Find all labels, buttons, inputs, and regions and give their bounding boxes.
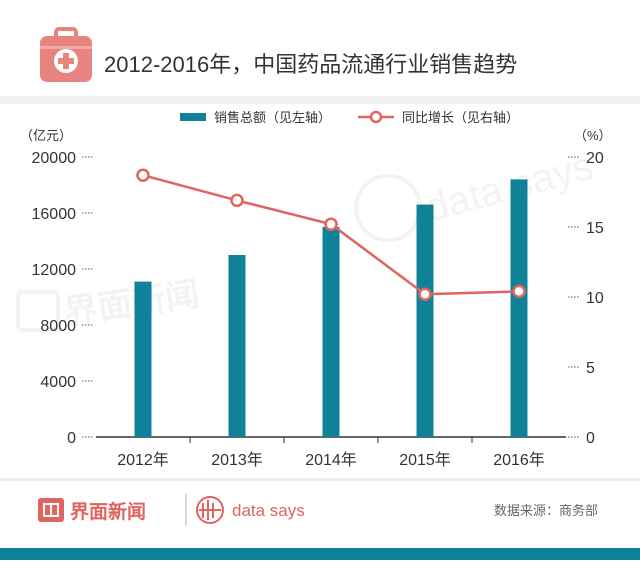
bar-3 <box>322 227 340 437</box>
x-tick-label: 2016年 <box>493 451 545 469</box>
data-says-logo-icon <box>196 496 224 524</box>
legend-bar-label: 销售总额（见左轴） <box>214 110 331 125</box>
y-left-tick-label: 20000 <box>32 150 77 167</box>
y-right-tick-label: 5 <box>586 360 595 377</box>
y-left-tick-label: 4000 <box>40 374 76 391</box>
legend-bar-swatch <box>180 113 206 121</box>
y-left-tick-label: 16000 <box>32 206 77 223</box>
bar-1 <box>134 281 152 437</box>
growth-point-5 <box>512 284 526 299</box>
x-tick-label: 2015年 <box>399 451 451 469</box>
growth-point-4 <box>418 287 432 301</box>
y-left-tick-label: 12000 <box>32 262 77 279</box>
legend-line-label: 同比增长（见右轴） <box>402 110 519 125</box>
y-right-tick-label: 10 <box>586 290 604 307</box>
growth-line-series <box>136 168 526 301</box>
header: 2012-2016年，中国药品流通行业销售趋势 <box>0 27 640 104</box>
y-left-unit: （亿元） <box>20 128 72 143</box>
x-tick-label: 2013年 <box>211 451 263 469</box>
y-right-tick-label: 20 <box>586 150 604 167</box>
jiemian-logo-icon <box>38 498 64 522</box>
bottom-bar <box>0 548 640 560</box>
x-tick-label: 2014年 <box>305 451 357 469</box>
medical-kit-icon <box>40 27 92 82</box>
y-left-tick-label: 0 <box>67 430 76 447</box>
data-source: 数据来源：商务部 <box>494 503 598 518</box>
footer-brand: 界面新闻 <box>70 500 146 523</box>
legend: 销售总额（见左轴） 同比增长（见右轴） <box>180 110 519 125</box>
growth-point-1 <box>136 168 150 182</box>
growth-point-2 <box>230 193 244 208</box>
watermark-brand: 界面新闻 <box>62 275 202 332</box>
header-divider <box>0 96 640 104</box>
y-right-tick-label: 15 <box>586 220 604 237</box>
bar-2 <box>228 255 246 437</box>
growth-point-3 <box>324 217 338 231</box>
y-left-tick-label: 8000 <box>40 318 76 335</box>
legend-line-marker <box>369 110 383 124</box>
bar-5 <box>510 179 528 437</box>
footer: 界面新闻 data says 数据来源：商务部 <box>0 478 640 526</box>
y-right-tick-label: 0 <box>586 430 595 447</box>
footer-divider <box>0 478 640 481</box>
footer-partner: data says <box>232 501 305 520</box>
page-title: 2012-2016年，中国药品流通行业销售趋势 <box>104 52 517 77</box>
bar-series <box>134 179 528 437</box>
x-tick-label: 2012年 <box>117 451 169 469</box>
bar-4 <box>416 204 434 437</box>
y-right-unit: （%） <box>574 128 612 143</box>
